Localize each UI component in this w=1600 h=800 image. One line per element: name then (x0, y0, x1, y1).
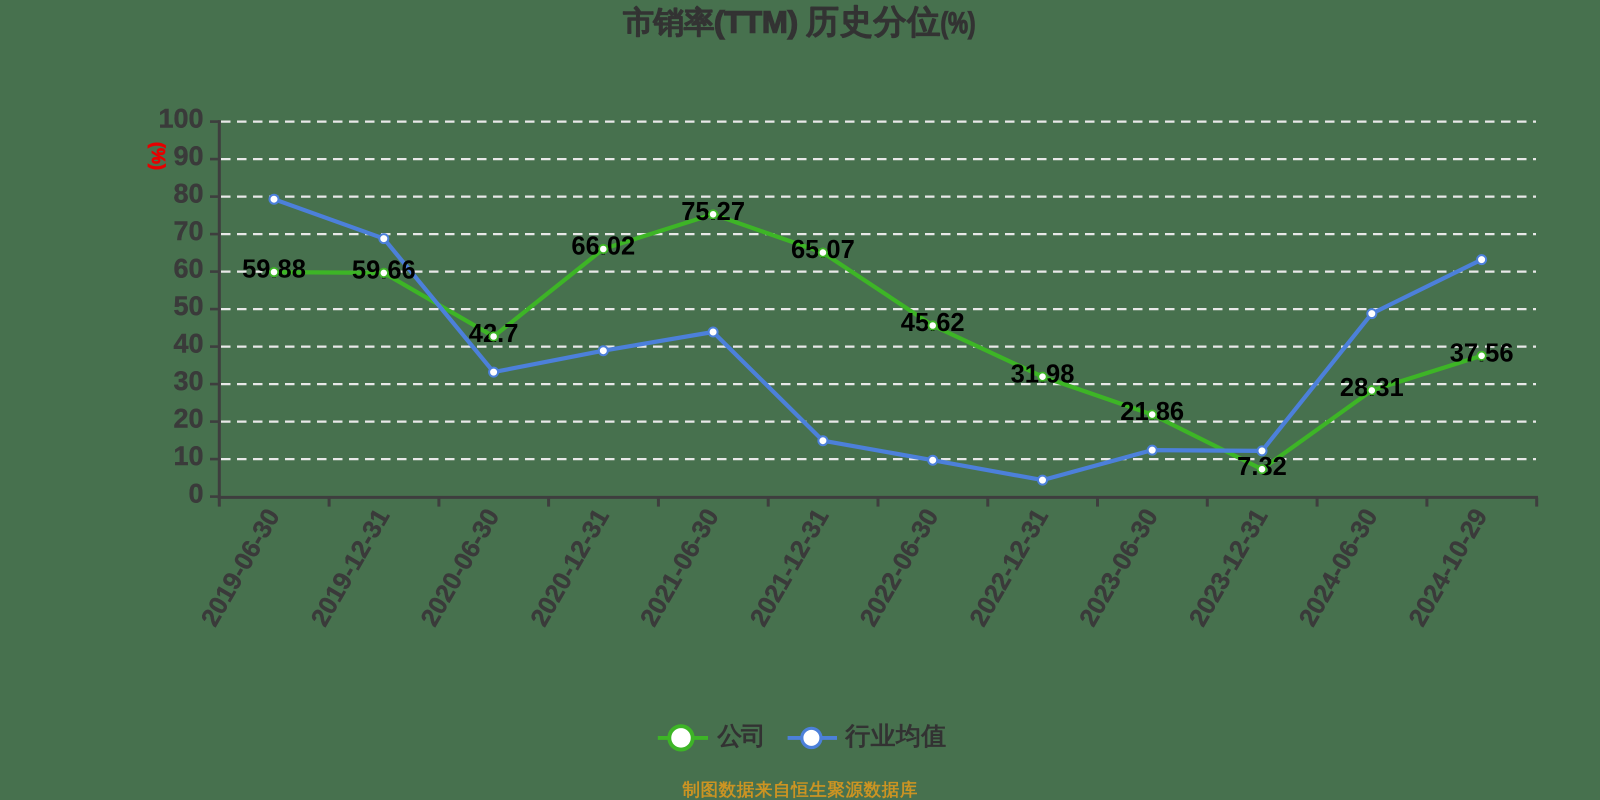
svg-text:(%): (%) (148, 142, 168, 170)
svg-text:10: 10 (173, 441, 203, 471)
svg-text:50: 50 (173, 291, 203, 321)
svg-text:30: 30 (173, 366, 203, 396)
svg-text:60: 60 (173, 254, 203, 284)
svg-text:0: 0 (188, 479, 203, 509)
svg-text:20: 20 (173, 404, 203, 434)
svg-text:(TTM): (TTM) (714, 5, 798, 40)
svg-text:100: 100 (158, 104, 203, 134)
svg-text:80: 80 (173, 179, 203, 209)
svg-text:40: 40 (173, 329, 203, 359)
svg-text:(%): (%) (941, 7, 976, 40)
svg-text:90: 90 (173, 141, 203, 171)
svg-text:70: 70 (173, 216, 203, 246)
